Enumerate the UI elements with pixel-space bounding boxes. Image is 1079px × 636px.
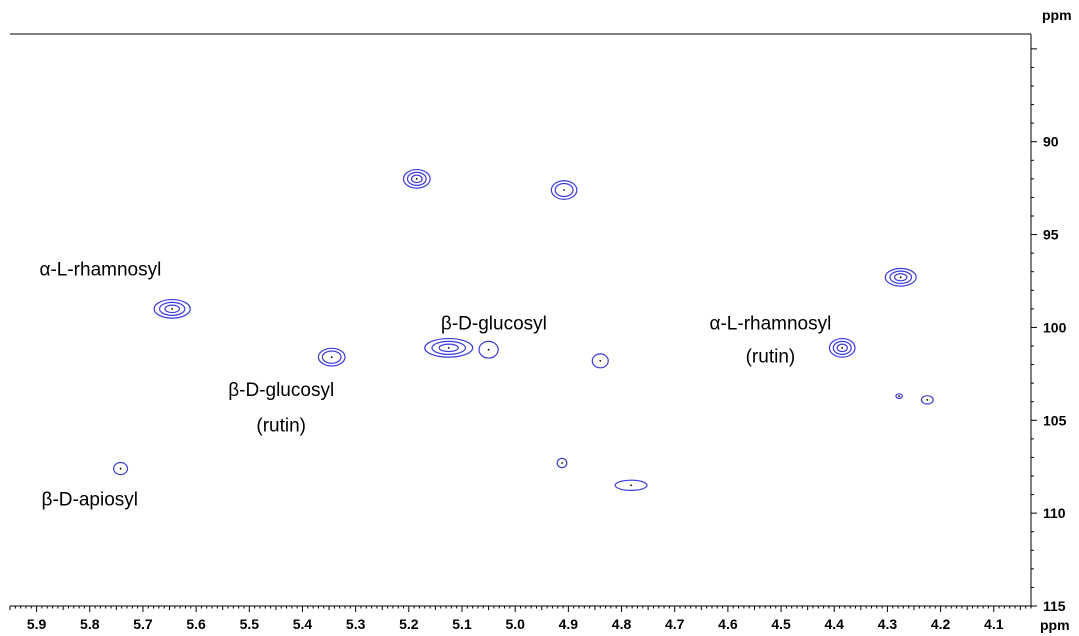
peak-annotation: β-D-glucosyl — [228, 380, 334, 401]
x-tick-label: 5.0 — [505, 616, 525, 632]
peak-center-dot — [898, 395, 901, 398]
x-axis-ticks: 5.9 5.8 5.7 5.6 5.5 5.4 5.3 5.2 5.1 5.0 4.9 4.8 4.7 4… — [9, 606, 1032, 632]
x-tick-label: 5.8 — [80, 616, 100, 632]
contour-level — [893, 273, 908, 282]
contour-peak — [478, 340, 499, 359]
contour-peak — [402, 168, 431, 189]
x-tick-label: 5.2 — [399, 616, 419, 632]
contour-peak — [828, 337, 856, 358]
contour-level — [113, 461, 129, 476]
contour-level — [550, 180, 578, 200]
contour-level — [554, 182, 574, 198]
y-axis-ticks: 90 95 100 105 110 115 — [1031, 48, 1067, 614]
contour-peak — [895, 393, 903, 400]
contour-level — [402, 168, 431, 189]
peak-annotation: β-D-glucosyl — [441, 313, 547, 334]
x-tick-label: 5.7 — [133, 616, 153, 632]
x-tick-label: 5.6 — [186, 616, 206, 632]
contour-level — [832, 340, 852, 355]
peak-center-dot — [330, 356, 333, 359]
peak-annotation: (rutin) — [256, 415, 306, 436]
x-tick-label: 4.8 — [612, 616, 632, 632]
contour-level — [438, 343, 459, 353]
peak-center-dot — [841, 346, 844, 349]
x-tick-label: 4.1 — [984, 616, 1004, 632]
peak-center-dot — [599, 359, 602, 362]
peak-center-dot — [119, 467, 122, 470]
contour-level — [431, 340, 467, 355]
y-tick-label: 110 — [1043, 505, 1066, 521]
contour-level — [410, 174, 423, 184]
contour-peak — [317, 347, 346, 367]
contour-peak — [556, 457, 568, 469]
x-tick-label: 4.2 — [931, 616, 951, 632]
y-axis-unit: ppm — [1042, 7, 1072, 23]
contour-level — [836, 343, 848, 353]
contour-level — [889, 270, 913, 285]
peak-center-dot — [899, 276, 902, 279]
contour-level — [153, 298, 191, 319]
contour-peak — [113, 461, 129, 476]
contour-peaks — [113, 168, 934, 491]
peak-center-dot — [415, 177, 418, 180]
peak-center-dot — [563, 189, 566, 191]
x-tick-label: 5.1 — [452, 616, 472, 632]
contour-level — [164, 304, 181, 314]
y-tick-label: 95 — [1043, 227, 1059, 243]
peak-annotation: α-L-rhamnosyl — [710, 313, 832, 334]
peak-center-dot — [171, 307, 174, 310]
x-axis-unit: ppm — [1040, 617, 1070, 633]
contour-peak — [424, 337, 474, 358]
y-tick-label: 105 — [1043, 412, 1067, 428]
contour-level — [884, 267, 917, 287]
peak-center-dot — [926, 398, 929, 401]
y-tick-label: 90 — [1043, 134, 1059, 150]
x-tick-label: 4.5 — [771, 616, 791, 632]
x-tick-label: 5.5 — [240, 616, 260, 632]
contour-peak — [884, 267, 917, 287]
x-tick-label: 5.4 — [293, 616, 313, 632]
peak-center-dot — [487, 348, 490, 351]
peak-center-dot — [561, 462, 563, 464]
contour-level — [321, 350, 342, 364]
contour-level — [317, 347, 346, 367]
x-tick-label: 4.9 — [559, 616, 579, 632]
x-tick-label: 5.9 — [27, 616, 47, 632]
y-tick-label: 115 — [1043, 598, 1066, 614]
contour-peak — [614, 479, 648, 491]
contour-level — [828, 337, 856, 358]
x-tick-label: 4.7 — [665, 616, 685, 632]
contour-peak — [920, 395, 934, 405]
peak-center-dot — [447, 346, 450, 349]
contour-level — [591, 353, 609, 369]
contour-level — [920, 395, 934, 405]
contour-level — [556, 457, 568, 469]
peak-annotations: α-L-rhamnosyl β-D-glucosyl (rutin) β-D-gluc… — [39, 259, 831, 510]
contour-level — [406, 171, 427, 186]
x-tick-label: 4.3 — [878, 616, 898, 632]
contour-peak — [591, 353, 609, 369]
contour-peak — [550, 180, 578, 200]
contour-level — [158, 301, 186, 316]
contour-peak — [153, 298, 191, 319]
x-tick-label: 4.4 — [825, 616, 845, 632]
peak-center-dot — [630, 484, 633, 487]
contour-level — [478, 340, 499, 359]
x-tick-label: 4.6 — [718, 616, 738, 632]
y-tick-label: 100 — [1043, 319, 1067, 335]
peak-annotation: (rutin) — [746, 347, 796, 368]
peak-annotation: α-L-rhamnosyl — [39, 259, 161, 280]
x-tick-label: 5.3 — [346, 616, 366, 632]
contour-level — [424, 337, 474, 358]
peak-annotation: β-D-apiosyl — [42, 490, 138, 511]
contour-level — [614, 479, 648, 491]
contour-level — [895, 393, 903, 400]
